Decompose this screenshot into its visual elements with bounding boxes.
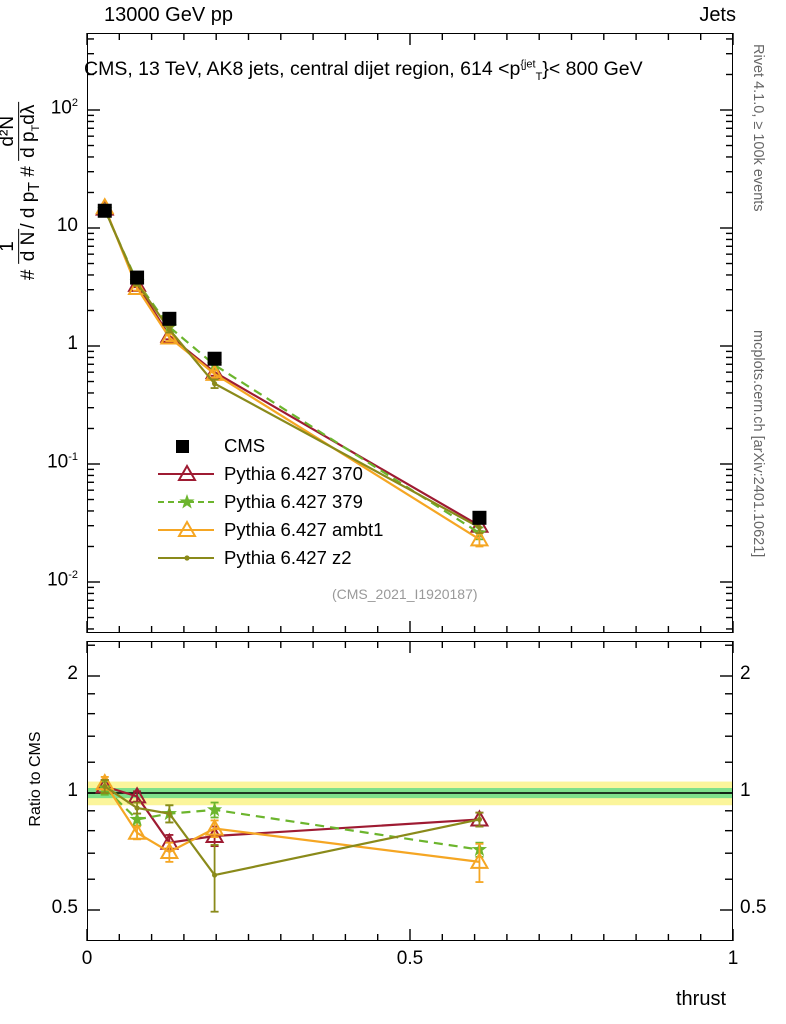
legend-item-label: Pythia 6.427 370: [224, 463, 363, 484]
data-marker: [97, 203, 112, 218]
data-marker: [127, 822, 147, 840]
x-tick-label: 0.5: [396, 948, 424, 969]
data-marker: [102, 783, 108, 789]
ratio-y-tick-label: 1: [740, 780, 751, 801]
legend-item-2: Pythia 6.427 379: [158, 488, 383, 516]
x-tick-label: 0: [81, 948, 93, 969]
ratio-data-series: [95, 773, 490, 913]
data-marker: [130, 270, 145, 285]
data-marker: [166, 811, 172, 817]
legend-item-label: Pythia 6.427 379: [224, 491, 363, 512]
legend-item-0: CMS: [158, 432, 383, 460]
legend-marker-icon: [184, 555, 190, 561]
legend-marker: [177, 519, 197, 537]
data-marker: [127, 278, 147, 296]
legend-key-icon: [158, 463, 214, 484]
data-marker: [166, 326, 172, 333]
data-marker: [134, 805, 140, 811]
legend-item-label: Pythia 6.427 z2: [224, 547, 352, 568]
legend-line-icon: [158, 529, 214, 532]
plot-title: CMS, 13 TeV, AK8 jets, central dijet reg…: [84, 58, 643, 83]
main-y-tick-label: 1: [67, 333, 78, 354]
plot-title-suffix: }< 800 GeV: [542, 58, 643, 80]
data-marker: [472, 510, 487, 525]
data-marker: [476, 816, 483, 823]
ratio-axis-ticks: [86, 641, 734, 941]
data-marker: [476, 524, 483, 531]
legend-key-icon: [158, 492, 214, 512]
legend-item-3: Pythia 6.427 ambt1: [158, 516, 383, 544]
data-marker: [159, 841, 180, 860]
x-tick-label: 1: [727, 948, 739, 969]
legend-key-icon: [158, 436, 214, 456]
rivet-version-label: Rivet 4.1.0, ≥ 100k events: [750, 44, 766, 212]
ratio-y-tick-label: 1: [67, 780, 78, 801]
ratio-y-tick-label: 0.5: [51, 897, 78, 918]
data-marker: [211, 872, 218, 878]
legend-item-label: Pythia 6.427 ambt1: [224, 519, 384, 540]
ratio-y-axis-label: Ratio to CMS: [27, 731, 44, 827]
legend-square-icon: [176, 440, 189, 453]
legend-item-4: Pythia 6.427 z2: [158, 544, 383, 572]
legend-item-1: Pythia 6.427 370: [158, 460, 383, 488]
data-marker: [211, 381, 218, 387]
main-axis-ticks: [86, 33, 734, 633]
main-data-series: [95, 197, 490, 548]
ratio-y-tick-label: 2: [740, 663, 751, 684]
data-marker: [159, 327, 180, 345]
ratio-y-tick-label: 0.5: [740, 897, 767, 918]
ratio-y-tick-label: 2: [67, 663, 78, 684]
data-marker: [469, 529, 490, 547]
legend-item-label: CMS: [224, 435, 266, 456]
legend-marker-icon: [177, 463, 197, 481]
main-y-tick-label: 10: [56, 215, 78, 236]
main-y-tick-label: 10-1: [47, 451, 78, 473]
analysis-id-watermark: (CMS_2021_I1920187): [332, 586, 478, 602]
plot-legend: CMS Pythia 6.427 370 Pythia 6.427 379 Pythi…: [158, 432, 383, 572]
legend-marker-icon: [177, 519, 197, 537]
mcplots-source-label: mcplots.cern.ch [arXiv:2401.10621]: [750, 330, 766, 558]
main-y-tick-label: 102: [50, 97, 78, 119]
legend-marker: [179, 494, 195, 509]
legend-marker: [177, 463, 197, 481]
beam-energy-label: 13000 GeV pp: [104, 4, 233, 26]
legend-line-icon: [158, 473, 214, 476]
legend-marker: [184, 555, 190, 561]
data-marker: [204, 818, 225, 836]
data-marker: [162, 311, 177, 326]
legend-key-icon: [158, 548, 214, 568]
data-marker: [129, 811, 145, 826]
data-marker: [207, 351, 222, 366]
data-marker: [206, 801, 223, 817]
plot-title-sup: {jet: [520, 58, 536, 71]
legend-marker-icon: [179, 494, 195, 509]
plot-title-prefix: CMS, 13 TeV, AK8 jets, central dijet reg…: [84, 58, 521, 80]
legend-key-icon: [158, 519, 214, 540]
main-y-tick-label: 10-2: [47, 569, 78, 591]
data-marker: [469, 851, 490, 869]
analysis-category-label: Jets: [699, 4, 736, 26]
x-axis-label: thrust: [676, 988, 727, 1010]
plot-title-sub: T: [535, 70, 543, 83]
ratio-uncertainty-bands: [88, 781, 732, 806]
